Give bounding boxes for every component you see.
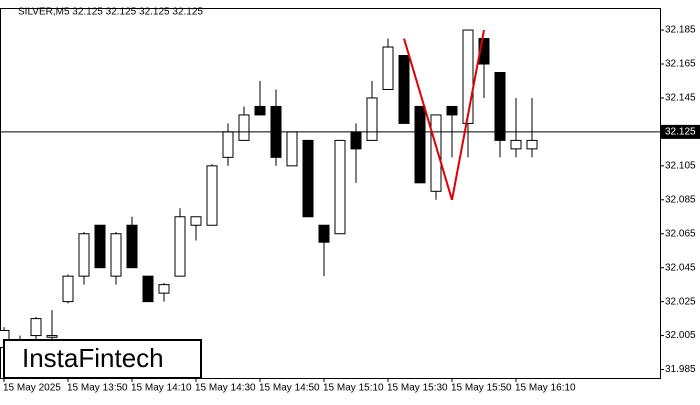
candle-body xyxy=(142,275,154,303)
candle-body xyxy=(126,224,138,269)
candle-body xyxy=(382,46,394,90)
candle-body xyxy=(46,335,58,338)
y-tick-label: 31.985 xyxy=(665,364,696,375)
chart-title: SILVER,M5 32.125 32.125 32.125 32.125 xyxy=(18,7,203,18)
candle-body xyxy=(206,165,218,226)
candle-body xyxy=(510,139,522,150)
candle-body xyxy=(350,131,362,150)
candle-body xyxy=(462,29,474,124)
y-tick-label: 32.185 xyxy=(665,25,696,36)
candle-body xyxy=(94,224,106,269)
y-tick-label: 32.105 xyxy=(665,160,696,171)
candle-body xyxy=(222,131,234,158)
y-tick-label: 32.165 xyxy=(665,59,696,70)
x-tick-label: 15 May 14:50 xyxy=(259,383,320,394)
candle-body xyxy=(430,114,442,192)
candle-body xyxy=(78,233,90,277)
x-tick-label: 15 May 14:30 xyxy=(195,383,256,394)
candle-body xyxy=(398,55,410,124)
y-tick-label: 32.045 xyxy=(665,262,696,273)
y-tick-label: 32.145 xyxy=(665,93,696,104)
candle-body xyxy=(62,275,74,303)
candle-body xyxy=(318,224,330,243)
candle-body xyxy=(30,318,42,337)
x-tick-label: 15 May 15:10 xyxy=(323,383,384,394)
x-tick-label: 15 May 15:30 xyxy=(387,383,448,394)
x-tick-label: 15 May 16:10 xyxy=(515,383,576,394)
candle-body xyxy=(366,97,378,141)
candle-body xyxy=(238,114,250,141)
candle-body xyxy=(110,233,122,277)
pattern-line xyxy=(403,29,485,201)
candle-body xyxy=(494,71,506,141)
candle-body xyxy=(334,139,346,235)
current-price-box xyxy=(661,124,700,139)
y-tick-label: 32.085 xyxy=(665,194,696,205)
x-tick-label: 15 May 2025 xyxy=(3,383,61,394)
x-tick-label: 15 May 14:10 xyxy=(131,383,192,394)
plot-frame xyxy=(0,8,661,379)
x-tick-label: 15 May 13:50 xyxy=(67,383,128,394)
y-tick-label: 32.065 xyxy=(665,228,696,239)
candle-body xyxy=(174,216,186,277)
logo: InstaFintech xyxy=(22,343,164,373)
candle-body xyxy=(286,131,298,167)
y-tick-label: 32.005 xyxy=(665,330,696,341)
candle-body xyxy=(302,139,314,218)
x-tick-label: 15 May 15:50 xyxy=(451,383,512,394)
candle-body xyxy=(526,139,538,150)
candle-body xyxy=(446,105,458,116)
logo-box xyxy=(3,339,202,379)
candle-body xyxy=(158,284,170,294)
candle-body xyxy=(254,105,266,116)
y-tick-label: 32.025 xyxy=(665,296,696,307)
candle-body xyxy=(414,105,426,184)
candle-body xyxy=(190,216,202,226)
current-price-label: 32.125 xyxy=(665,127,696,138)
